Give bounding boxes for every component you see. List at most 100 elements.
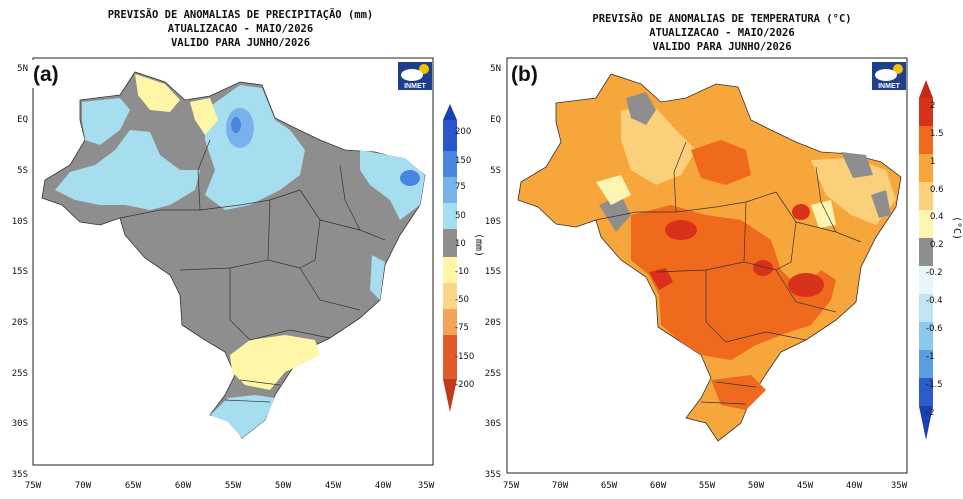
colorbar-label: -1.5: [926, 380, 943, 390]
temperature-panel: PREVISÃO DE ANOMALIAS DE TEMPERATURA (°C…: [481, 0, 963, 499]
colorbar-label: -150: [455, 352, 474, 362]
precip-negative-anomaly-amapa: [190, 98, 218, 135]
temp-hotspot-minas-gerais: [788, 273, 824, 297]
precip-unit-label: (mm): [473, 233, 484, 257]
temp-map: 5N EQ 5S 10S 15S 20S 25S 30S 35S 75W 70W…: [485, 57, 962, 491]
svg-text:(a): (a): [33, 63, 59, 86]
lon-label: 50W: [275, 481, 292, 491]
lat-label: 20S: [485, 318, 501, 328]
precip-positive-anomaly-east-coast: [370, 255, 385, 300]
lon-label: 50W: [748, 481, 765, 491]
colorbar-label: 0.4: [930, 212, 944, 222]
lon-label: 35W: [418, 481, 435, 491]
precip-positive-anomaly-north: [55, 130, 200, 210]
precip-negative-anomaly-roraima: [135, 74, 180, 112]
precip-lat-axis: 5N EQ 5S 10S 15S 20S 25S 30S 35S: [12, 64, 28, 480]
temp-near-zero-northeast: [841, 152, 873, 178]
precipitation-panel: PREVISÃO DE ANOMALIAS DE PRECIPITAÇÃO (m…: [0, 0, 484, 499]
lon-label: 70W: [552, 481, 569, 491]
svg-text:INMET: INMET: [404, 83, 427, 90]
colorbar-label: 0.2: [930, 240, 944, 250]
temp-lat-axis: 5N EQ 5S 10S 15S 20S 25S 30S 35S: [485, 64, 501, 480]
inmet-logo: INMET: [398, 62, 432, 90]
precip-panel-label: (a): [30, 60, 66, 88]
precip-peak-positive-amazon: [231, 117, 241, 133]
colorbar-label: -10: [455, 267, 469, 277]
lon-label: 35W: [891, 481, 908, 491]
lon-label: 75W: [503, 481, 520, 491]
colorbar-label: 150: [455, 156, 471, 166]
temp-strong-positive-amazon: [691, 140, 751, 185]
temp-hotspot-goias: [753, 260, 773, 276]
precip-state-borders: [119, 139, 386, 403]
lat-label: 5N: [17, 64, 28, 74]
precip-title-line3: VALIDO PARA JUNHO/2026: [170, 37, 311, 49]
lat-label: 10S: [485, 217, 501, 227]
temp-lon-axis: 75W 70W 65W 60W 55W 50W 45W 40W 35W: [503, 481, 908, 491]
lat-label: 5N: [490, 64, 501, 74]
lat-label: 5S: [490, 166, 501, 176]
temp-near-zero-north: [626, 92, 656, 125]
svg-text:(b): (b): [511, 63, 538, 86]
precip-negative-anomaly-southeast: [230, 335, 320, 390]
temp-weak-positive-northeast: [811, 158, 896, 225]
precip-positive-anomaly-northeast: [360, 150, 425, 220]
colorbar-label: -1: [926, 352, 934, 362]
precip-peak-positive-northeast: [400, 170, 420, 186]
lat-label: 30S: [12, 419, 28, 429]
lat-label: 30S: [485, 419, 501, 429]
temp-panel-label: (b): [508, 60, 548, 88]
temp-cream-patch-east: [811, 200, 836, 228]
colorbar-label: 200: [455, 127, 471, 137]
colorbar-label: -0.2: [926, 268, 943, 278]
lon-label: 40W: [846, 481, 863, 491]
colorbar-label: -50: [455, 295, 469, 305]
temp-title-line3: VALIDO PARA JUNHO/2026: [652, 41, 792, 53]
temp-near-zero-west: [599, 195, 631, 232]
temp-weak-positive-north: [621, 108, 696, 185]
lon-label: 65W: [125, 481, 142, 491]
temp-colorbar: 2 1.5 1 0.6 0.4 0.2 -0.2 -0.4 -0.6 -1 -1…: [919, 80, 944, 440]
temp-state-borders: [595, 141, 862, 405]
temp-hotspot-border: [649, 268, 673, 290]
lat-label: 25S: [12, 369, 28, 379]
precip-title-line1: PREVISÃO DE ANOMALIAS DE PRECIPITAÇÃO (m…: [107, 9, 374, 21]
colorbar-label: 0.6: [930, 185, 944, 195]
lat-label: 25S: [485, 369, 501, 379]
inmet-logo: INMET: [872, 62, 906, 90]
colorbar-label: -75: [455, 323, 469, 333]
precip-positive-anomaly-northwest: [82, 98, 130, 145]
colorbar-label: -0.6: [926, 324, 943, 334]
lon-label: 45W: [797, 481, 814, 491]
precip-map: 5N EQ 5S 10S 15S 20S 25S 30S 35S 75W 70W…: [12, 57, 484, 491]
lat-label: 5S: [17, 166, 28, 176]
lat-label: EQ: [490, 115, 501, 125]
colorbar-label: -0.4: [926, 296, 943, 306]
precip-lon-axis: 75W 70W 65W 60W 55W 50W 45W 40W 35W: [25, 481, 435, 491]
colorbar-label: 2: [930, 101, 935, 111]
colorbar-label: 1: [930, 157, 935, 167]
temp-title-line2: ATUALIZACAO - MAIO/2026: [649, 27, 795, 39]
lat-label: 20S: [12, 318, 28, 328]
lon-label: 70W: [75, 481, 92, 491]
temp-strong-positive-south: [711, 375, 766, 410]
colorbar-label: 50: [455, 211, 466, 221]
lon-label: 55W: [225, 481, 242, 491]
precip-colorbar: 200 150 75 50 10 -10 -50 -75 -150 -200: [443, 104, 474, 412]
lat-label: 15S: [485, 267, 501, 277]
lat-label: 35S: [485, 470, 501, 480]
temp-strong-positive-center: [631, 205, 836, 360]
lat-label: 35S: [12, 470, 28, 480]
temp-unit-label: (°C): [951, 216, 962, 240]
lon-label: 75W: [25, 481, 42, 491]
lat-label: EQ: [17, 115, 28, 125]
lon-label: 40W: [375, 481, 392, 491]
colorbar-label: 75: [455, 182, 466, 192]
temp-title-line1: PREVISÃO DE ANOMALIAS DE TEMPERATURA (°C…: [592, 13, 852, 25]
colorbar-label: 1.5: [930, 129, 944, 139]
svg-text:INMET: INMET: [878, 83, 901, 90]
precip-title-line2: ATUALIZACAO - MAIO/2026: [167, 23, 314, 35]
colorbar-label: -2: [926, 408, 934, 418]
colorbar-label: -200: [455, 380, 474, 390]
temp-hotspot-mato-grosso: [665, 220, 697, 240]
